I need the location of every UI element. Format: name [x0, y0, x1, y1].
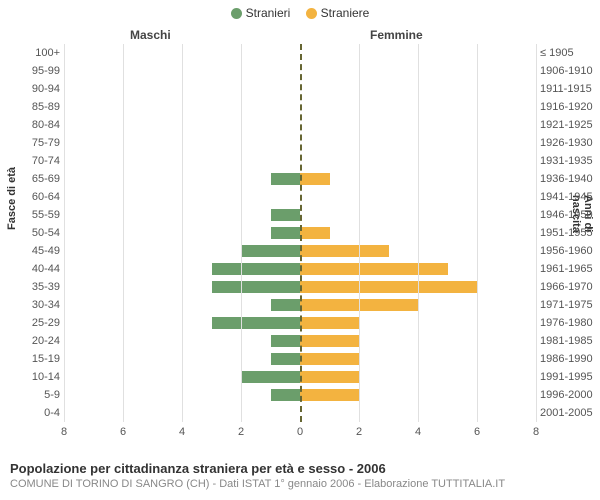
y-right-label: ≤ 1905	[540, 44, 596, 62]
legend-item-male: Stranieri	[231, 6, 291, 20]
grid-line	[477, 44, 478, 422]
y-right-label: 1996-2000	[540, 386, 596, 404]
bar-female	[300, 245, 389, 257]
y-left-label: 45-49	[20, 242, 60, 260]
y-right-label: 1991-1995	[540, 368, 596, 386]
x-tick: 6	[474, 426, 480, 438]
bar-male	[271, 299, 301, 311]
y-left-label: 50-54	[20, 224, 60, 242]
y-right-label: 1951-1955	[540, 224, 596, 242]
y-right-label: 1971-1975	[540, 296, 596, 314]
bar-male	[212, 263, 301, 275]
bar-female	[300, 227, 330, 239]
bar-female	[300, 353, 359, 365]
swatch-male	[231, 8, 242, 19]
grid-line	[182, 44, 183, 422]
bar-male	[271, 173, 301, 185]
y-left-label: 40-44	[20, 260, 60, 278]
bar-female	[300, 317, 359, 329]
bar-female	[300, 263, 448, 275]
bar-male	[241, 245, 300, 257]
x-tick: 4	[179, 426, 185, 438]
y-left-label: 60-64	[20, 188, 60, 206]
bar-male	[241, 371, 300, 383]
y-right-label: 1941-1945	[540, 188, 596, 206]
legend-label-male: Stranieri	[246, 6, 291, 20]
x-tick: 8	[61, 426, 67, 438]
section-title-female: Femmine	[370, 28, 423, 42]
y-left-label: 55-59	[20, 206, 60, 224]
y-right-label: 1956-1960	[540, 242, 596, 260]
bar-female	[300, 173, 330, 185]
swatch-female	[306, 8, 317, 19]
x-tick: 6	[120, 426, 126, 438]
bar-male	[271, 209, 301, 221]
y-left-label: 5-9	[20, 386, 60, 404]
y-left-label: 15-19	[20, 350, 60, 368]
x-tick: 2	[238, 426, 244, 438]
y-right-label: 1931-1935	[540, 152, 596, 170]
section-title-male: Maschi	[130, 28, 171, 42]
x-tick: 4	[415, 426, 421, 438]
y-right-label: 1961-1965	[540, 260, 596, 278]
grid-line	[241, 44, 242, 422]
y-right-label: 2001-2005	[540, 404, 596, 422]
y-left-label: 95-99	[20, 62, 60, 80]
y-right-label: 1921-1925	[540, 116, 596, 134]
footer-title: Popolazione per cittadinanza straniera p…	[10, 461, 590, 476]
y-left-label: 80-84	[20, 116, 60, 134]
plot-area: 8 6 4 2 0 2 4 6 8	[64, 44, 536, 442]
y-right-label: 1986-1990	[540, 350, 596, 368]
y-left-label: 0-4	[20, 404, 60, 422]
population-pyramid-chart: Stranieri Straniere Maschi Femmine Fasce…	[0, 0, 600, 500]
y-left-label: 10-14	[20, 368, 60, 386]
y-right-label: 1936-1940	[540, 170, 596, 188]
y-axis-left-title: Fasce di età	[6, 167, 18, 230]
y-left-label: 70-74	[20, 152, 60, 170]
y-right-label: 1946-1950	[540, 206, 596, 224]
y-left-label: 20-24	[20, 332, 60, 350]
grid-line	[123, 44, 124, 422]
y-left-label: 75-79	[20, 134, 60, 152]
y-right-label: 1966-1970	[540, 278, 596, 296]
bar-male	[271, 389, 301, 401]
y-left-label: 90-94	[20, 80, 60, 98]
bar-male	[212, 317, 301, 329]
y-left-label: 30-34	[20, 296, 60, 314]
grid-line	[359, 44, 360, 422]
y-left-label: 35-39	[20, 278, 60, 296]
y-left-label: 100+	[20, 44, 60, 62]
y-left-label: 65-69	[20, 170, 60, 188]
legend-label-female: Straniere	[321, 6, 370, 20]
zero-line	[300, 44, 302, 422]
x-tick: 0	[297, 426, 303, 438]
bar-male	[212, 281, 301, 293]
y-right-label: 1981-1985	[540, 332, 596, 350]
grid-line	[64, 44, 65, 422]
bar-female	[300, 371, 359, 383]
legend-item-female: Straniere	[306, 6, 370, 20]
y-right-label: 1976-1980	[540, 314, 596, 332]
x-tick: 8	[533, 426, 539, 438]
y-left-label: 25-29	[20, 314, 60, 332]
x-tick: 2	[356, 426, 362, 438]
grid-line	[418, 44, 419, 422]
grid-line	[536, 44, 537, 422]
bar-female	[300, 281, 477, 293]
y-right-label: 1911-1915	[540, 80, 596, 98]
bar-male	[271, 227, 301, 239]
bar-male	[271, 335, 301, 347]
legend: Stranieri Straniere	[0, 6, 600, 22]
chart-footer: Popolazione per cittadinanza straniera p…	[10, 461, 590, 490]
bar-female	[300, 389, 359, 401]
y-right-label: 1916-1920	[540, 98, 596, 116]
y-right-label: 1926-1930	[540, 134, 596, 152]
bar-female	[300, 335, 359, 347]
bar-male	[271, 353, 301, 365]
footer-subtitle: COMUNE DI TORINO DI SANGRO (CH) - Dati I…	[10, 478, 590, 490]
y-right-label: 1906-1910	[540, 62, 596, 80]
y-left-label: 85-89	[20, 98, 60, 116]
